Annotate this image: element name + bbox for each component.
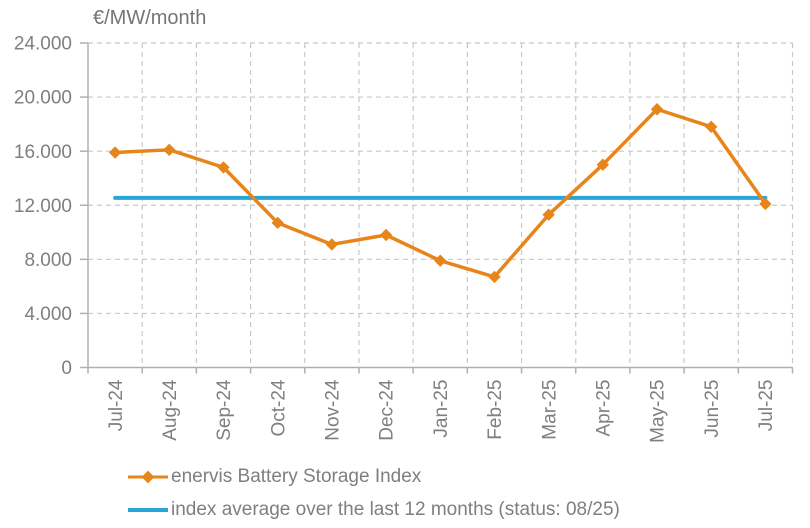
y-tick-label: 20.000: [14, 88, 72, 109]
legend-item-battery-storage-index: enervis Battery Storage Index: [128, 466, 620, 488]
data-point-diamond: [542, 208, 555, 221]
x-tick-label: Jun-25: [702, 380, 723, 438]
y-axis-ticks: 0 4.000 8.000 12.000 16.000 20.000 24.000: [14, 34, 88, 379]
legend-item-index-average: index average over the last 12 months (s…: [128, 499, 620, 521]
legend: enervis Battery Storage Index index aver…: [128, 466, 620, 528]
data-point-diamond: [705, 120, 718, 134]
x-tick-label: Oct-24: [268, 379, 289, 436]
y-tick-label: 4.000: [24, 304, 72, 325]
x-tick-label: Mar-25: [539, 380, 560, 440]
x-tick-label: Nov-24: [323, 379, 344, 441]
x-tick-label: Aug-24: [160, 379, 181, 441]
blue-line-icon: [128, 499, 168, 521]
y-axis-unit-title: €/MW/month: [93, 7, 207, 29]
x-tick-label: Dec-24: [377, 379, 398, 441]
diamond-marker-icon: [141, 470, 155, 484]
data-point-diamond: [163, 143, 176, 157]
series-line: [113, 107, 768, 279]
x-tick-label: Feb-25: [485, 380, 506, 440]
y-tick-label: 0: [61, 358, 72, 379]
data-point-diamond: [759, 197, 772, 211]
legend-label-battery-storage-index: enervis Battery Storage Index: [171, 466, 422, 487]
y-tick-label: 24.000: [14, 34, 72, 55]
data-point-diamond: [650, 103, 664, 116]
y-tick-label: 8.000: [24, 250, 72, 271]
series-battery-storage-index: [108, 103, 772, 284]
x-tick-label: Jul-25: [756, 380, 777, 432]
data-point-diamond: [217, 161, 230, 174]
data-point-diamond: [108, 146, 122, 159]
x-tick-label: Sep-24: [214, 379, 235, 441]
y-tick-label: 16.000: [14, 142, 72, 163]
x-tick-label: Jul-24: [106, 379, 127, 431]
data-point-diamond: [596, 158, 610, 171]
x-tick-label: Jan-25: [431, 380, 452, 438]
orange-diamond-line-icon: [128, 466, 168, 488]
data-point-diamond: [271, 216, 284, 230]
legend-line-blue: [128, 508, 168, 512]
x-tick-label: May-25: [648, 380, 669, 443]
legend-label-index-average: index average over the last 12 months (s…: [171, 499, 620, 520]
data-point-diamond: [488, 270, 501, 284]
y-tick-label: 12.000: [14, 196, 72, 217]
x-axis-ticks: Jul-24 Aug-24 Sep-24 Oct-24 Nov-24 Dec-24 Jan-…: [87, 367, 794, 443]
data-point-diamond: [325, 238, 339, 251]
data-point-diamond: [379, 228, 393, 242]
data-point-diamond: [434, 254, 447, 267]
gridlines: [88, 42, 794, 368]
x-tick-label: Apr-25: [593, 380, 614, 437]
